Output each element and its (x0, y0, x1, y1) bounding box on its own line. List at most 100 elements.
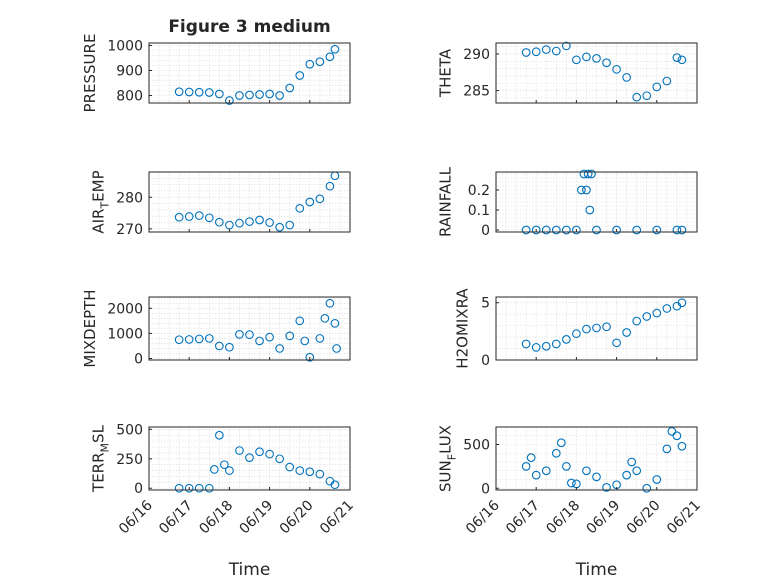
data-point (265, 449, 274, 459)
subplot-mixdepth: 0 1000 2000 MIXDEPTH (81, 289, 351, 368)
data-point (561, 225, 571, 235)
data-point (295, 71, 305, 80)
data-point (582, 185, 591, 195)
data-point (572, 225, 581, 235)
y-tick-label: 500 (116, 422, 143, 438)
x-tick-label: 06/16 (463, 497, 503, 537)
data-point (531, 343, 541, 352)
data-point (225, 96, 234, 105)
y-tick-label: 5 (481, 296, 490, 312)
y-tick-label: 1000 (107, 39, 143, 55)
subplot-pressure: 800 900 1000 PRESSURE Figure 3 medium (81, 17, 351, 113)
data-point (541, 341, 551, 351)
data-point (245, 90, 254, 100)
data-point (265, 332, 274, 342)
x-tick-label: 06/21 (317, 498, 357, 538)
x-tick-label: 06/19 (237, 498, 277, 538)
data-point (521, 225, 531, 235)
data-point (585, 205, 595, 215)
data-point (332, 344, 341, 353)
x-tick-label: 06/21 (664, 498, 704, 538)
data-point (330, 319, 340, 328)
y-axis-label: H2OMIXRA (454, 288, 472, 369)
data-point (215, 341, 224, 351)
data-point (531, 47, 541, 57)
axes-frame (495, 42, 698, 104)
x-tick-label: 06/18 (543, 498, 583, 538)
data-point (642, 483, 652, 493)
data-point (204, 334, 214, 343)
data-point (531, 225, 541, 235)
data-point (300, 336, 310, 346)
data-point (235, 218, 244, 228)
y-axis-label: TERRMSL (90, 424, 112, 493)
data-point (215, 430, 224, 440)
data-point (215, 217, 224, 227)
data-point (255, 215, 264, 225)
data-point (677, 441, 687, 451)
data-point (184, 483, 194, 493)
data-point (672, 225, 682, 235)
data-point (582, 466, 591, 476)
data-point (667, 427, 677, 436)
y-axis-label: SUNFLUX (437, 425, 459, 492)
data-point (531, 470, 541, 480)
data-point (592, 472, 601, 482)
data-point (612, 338, 621, 348)
data-point (184, 212, 194, 221)
data-point (622, 470, 632, 480)
y-tick-label: 0 (481, 481, 490, 497)
data-point (325, 52, 335, 62)
data-point (541, 225, 551, 235)
y-tick-label: 0 (481, 353, 490, 369)
data-point (315, 334, 325, 343)
data-point (245, 330, 254, 339)
data-point (305, 59, 315, 69)
x-tick-label: 06/20 (624, 498, 664, 538)
y-tick-label: 500 (463, 438, 490, 454)
y-axis-label: PRESSURE (81, 34, 99, 113)
data-point (295, 316, 305, 326)
data-point (265, 218, 274, 227)
data-point (174, 212, 184, 222)
data-point (672, 53, 682, 62)
data-point (627, 457, 637, 467)
data-point (662, 304, 672, 313)
data-point (677, 225, 687, 235)
data-point (285, 331, 295, 341)
data-point (602, 58, 611, 68)
x-axis-label: Time (575, 560, 618, 580)
data-point (174, 483, 184, 493)
data-point (541, 45, 551, 54)
data-point (587, 169, 596, 179)
axes-frame (148, 171, 351, 233)
data-point (551, 46, 561, 56)
data-point (652, 82, 662, 92)
data-point (325, 298, 335, 308)
y-tick-label: 0 (481, 223, 490, 239)
data-point (305, 197, 315, 207)
data-point (305, 352, 315, 362)
axes-frame (148, 42, 351, 104)
y-tick-label: 270 (116, 222, 143, 238)
axes-frame (148, 296, 351, 361)
data-point (275, 454, 285, 464)
data-point (582, 324, 591, 334)
x-tick-label: 06/16 (116, 497, 156, 537)
data-point (194, 334, 204, 344)
data-point (567, 478, 576, 488)
data-point (551, 225, 561, 235)
data-point (622, 73, 632, 82)
data-point (255, 90, 264, 99)
data-point (561, 462, 571, 471)
x-tick-label: 06/18 (196, 498, 236, 538)
data-point (184, 87, 194, 97)
data-point (632, 316, 642, 326)
x-tick-label: 06/17 (156, 498, 196, 538)
data-point (622, 328, 632, 337)
y-tick-label: 0 (134, 481, 143, 497)
chart-title: Figure 3 medium (168, 17, 330, 37)
data-point (204, 88, 214, 97)
